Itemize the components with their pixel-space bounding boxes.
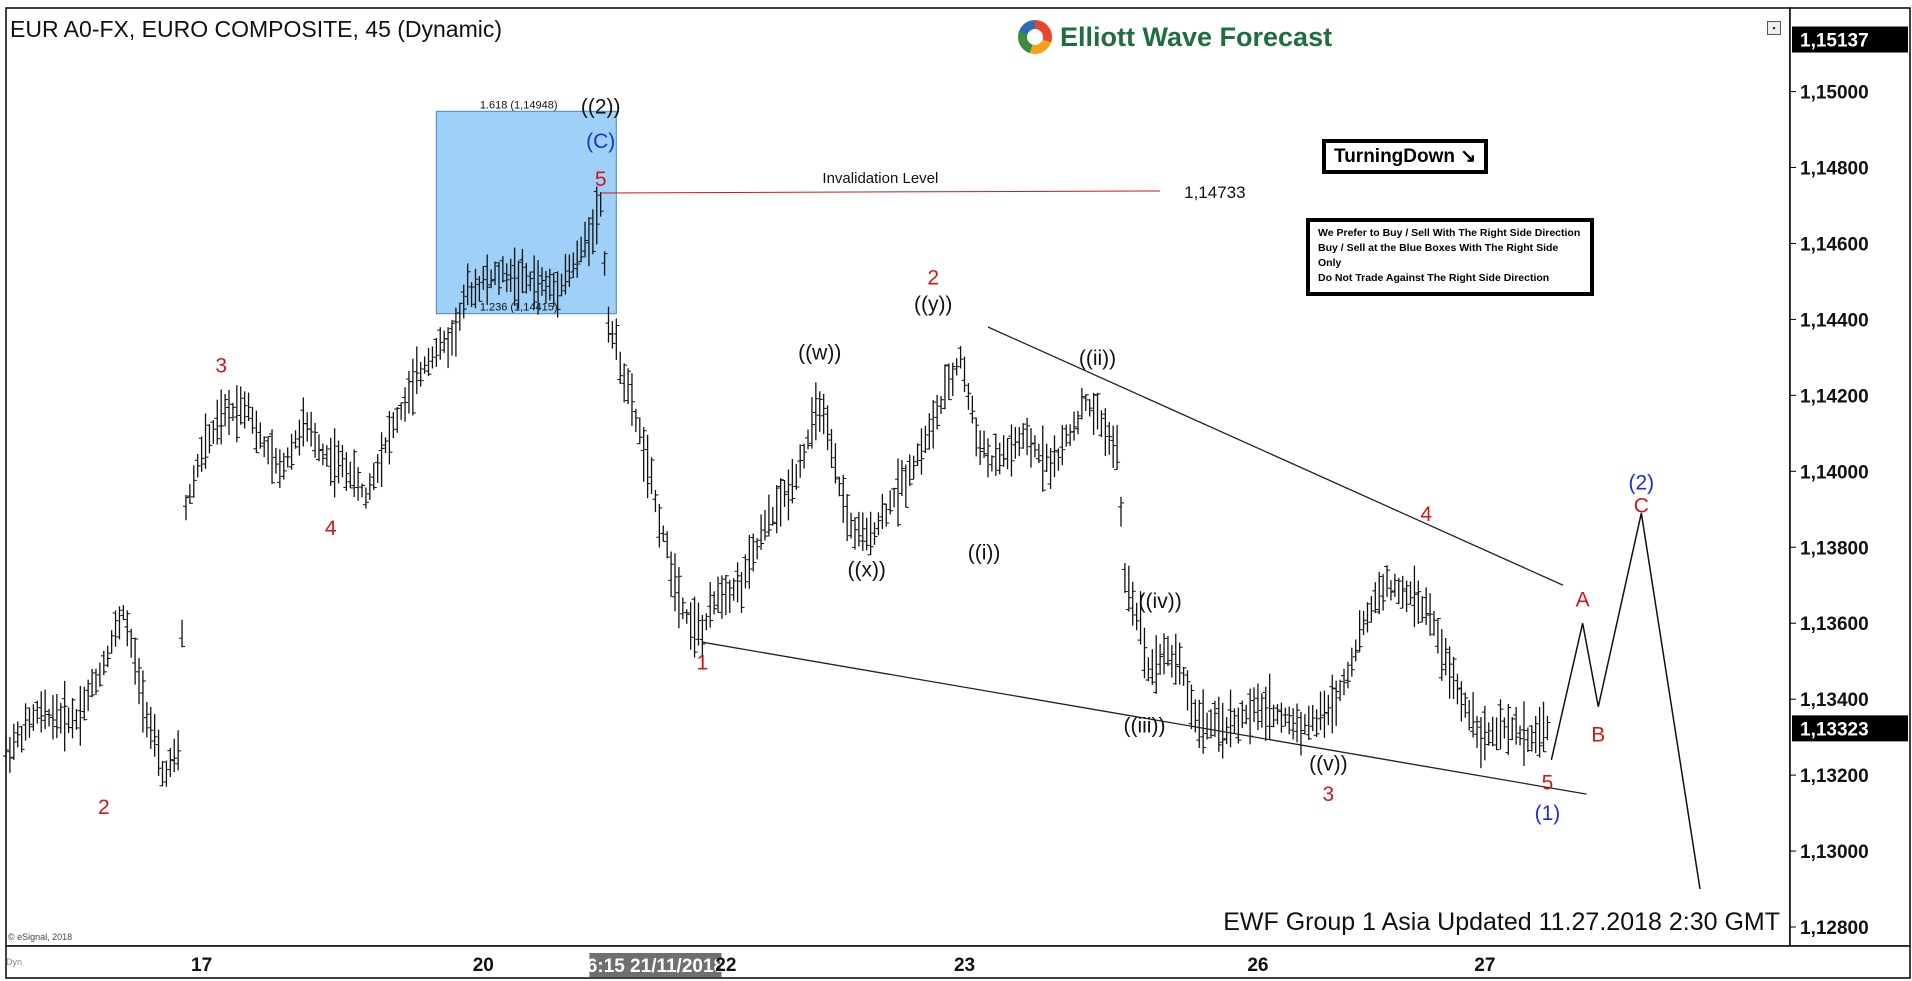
y-tick-label: 1,13600 xyxy=(1800,614,1869,635)
chart-title: EUR A0-FX, EURO COMPOSITE, 45 (Dynamic) xyxy=(10,16,503,42)
y-tick-label: 1,15000 xyxy=(1800,83,1869,104)
invalidation-label: Invalidation Level xyxy=(822,170,938,187)
update-note: EWF Group 1 Asia Updated 11.27.2018 2:30… xyxy=(1223,908,1780,936)
wave-label: (2) xyxy=(1628,472,1654,495)
y-tick-label: 1,13400 xyxy=(1800,690,1869,711)
price-top-label: 1,15137 xyxy=(1800,31,1869,52)
wave-label: (1) xyxy=(1535,802,1561,825)
wave-label: B xyxy=(1591,724,1605,747)
copyright-text: © eSignal, 2018 xyxy=(8,932,73,942)
rule-line: Buy / Sell at the Blue Boxes With The Ri… xyxy=(1318,242,1559,269)
wave-label: ((2)) xyxy=(581,96,621,119)
wave-label: ((iv)) xyxy=(1139,590,1182,613)
settings-icon[interactable]: ▪ xyxy=(1767,21,1781,35)
projection-path xyxy=(1550,512,1701,890)
invalidation-line xyxy=(600,190,1161,194)
trendline-upper xyxy=(987,326,1564,586)
x-tick-label: 23 xyxy=(954,955,975,976)
logo-icon xyxy=(1018,20,1052,54)
wave-label: ((x)) xyxy=(847,558,885,581)
wave-label: ((w)) xyxy=(798,341,841,364)
rule-line: We Prefer to Buy / Sell With The Right S… xyxy=(1318,227,1581,239)
crosshair-time-box xyxy=(589,953,722,977)
wave-label: 3 xyxy=(215,354,227,377)
x-tick-label: 26 xyxy=(1247,955,1268,976)
x-tick-label: 22 xyxy=(715,955,736,976)
wave-label: 2 xyxy=(98,796,110,819)
x-tick-label: 27 xyxy=(1474,955,1495,976)
time-axis xyxy=(5,945,1911,979)
crosshair-time-label: 6:15 21/11/2018 xyxy=(587,956,724,977)
trading-rules-box: We Prefer to Buy / Sell With The Right S… xyxy=(1306,218,1594,296)
y-tick-label: 1,12800 xyxy=(1800,918,1869,939)
wave-label: 2 xyxy=(927,267,939,290)
y-tick-label: 1,14200 xyxy=(1800,386,1869,407)
wave-label: ((ii)) xyxy=(1079,347,1116,370)
wave-label: 4 xyxy=(325,517,337,540)
x-tick-label: 17 xyxy=(191,955,212,976)
invalidation-value: 1,14733 xyxy=(1184,183,1245,202)
wave-label: ((v)) xyxy=(1309,753,1347,776)
trendline-lower xyxy=(702,641,1587,795)
y-tick-label: 1,14000 xyxy=(1800,462,1869,483)
wave-label: 5 xyxy=(595,168,607,191)
dyn-label: Dyn xyxy=(6,957,23,967)
rule-line: Do Not Trade Against The Right Side Dire… xyxy=(1318,272,1550,284)
wave-label: C xyxy=(1634,494,1649,517)
wave-label: ((i)) xyxy=(968,541,1001,564)
wave-label: 3 xyxy=(1323,783,1335,806)
last-price-box xyxy=(1792,715,1908,742)
wave-label: ((iii)) xyxy=(1123,715,1165,738)
y-tick-label: 1,14600 xyxy=(1800,234,1869,255)
fib-level-label: 1.618 (1,14948) xyxy=(480,99,558,111)
brand-name: Elliott Wave Forecast xyxy=(1060,21,1333,52)
x-tick-label: 20 xyxy=(473,955,494,976)
y-tick-label: 1,13000 xyxy=(1800,842,1869,863)
y-tick-label: 1,13800 xyxy=(1800,538,1869,559)
turning-down-signal: TurningDown ↘ xyxy=(1322,139,1489,174)
wave-label: 1 xyxy=(697,652,709,675)
y-tick-label: 1,13200 xyxy=(1800,766,1869,787)
wave-label: 4 xyxy=(1420,503,1432,526)
price-axis xyxy=(1789,7,1911,947)
last-price-label: 1,13323 xyxy=(1800,719,1869,740)
wave-label: ((y)) xyxy=(914,293,952,316)
y-tick-label: 1,14800 xyxy=(1800,158,1869,179)
wave-label: (C) xyxy=(586,130,615,153)
wave-label: 5 xyxy=(1542,772,1554,795)
brand-logo: Elliott Wave Forecast xyxy=(1018,20,1332,54)
wave-label: A xyxy=(1576,588,1590,611)
y-tick-label: 1,14400 xyxy=(1800,310,1869,331)
price-top-box xyxy=(1792,26,1908,53)
